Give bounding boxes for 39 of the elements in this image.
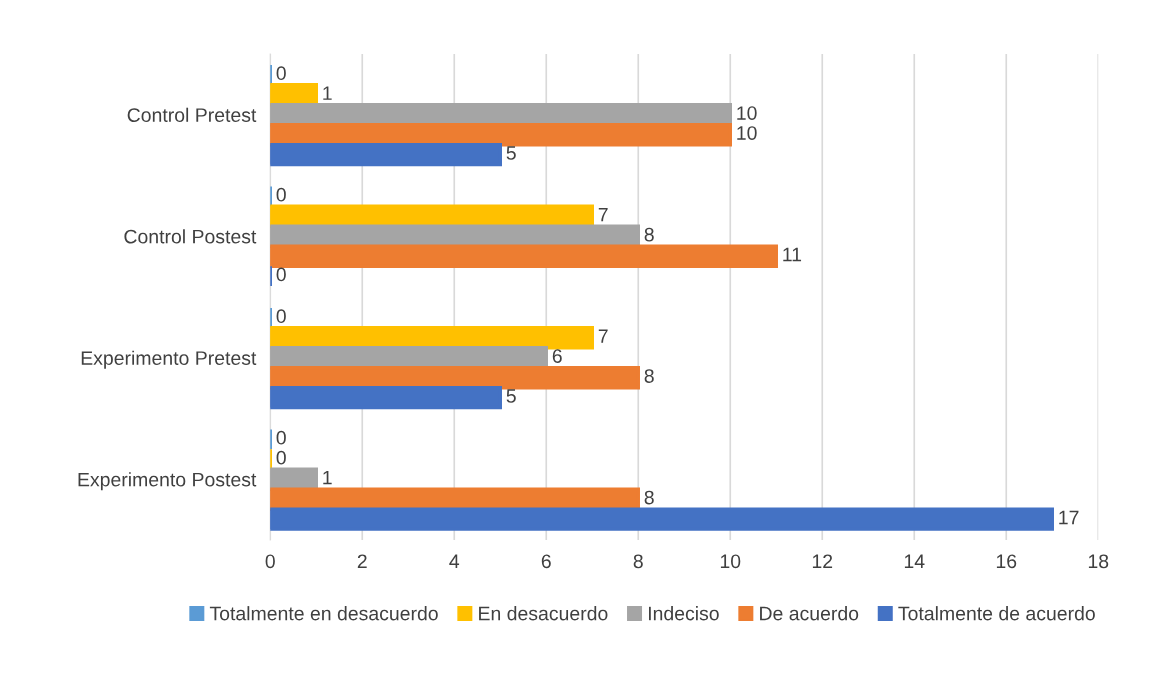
legend-label: Totalmente de acuerdo: [898, 606, 1095, 621]
data-label: 0: [276, 66, 286, 81]
data-label: 5: [506, 389, 516, 403]
x-tick-label: 10: [720, 554, 741, 569]
data-label: 0: [276, 450, 286, 465]
data-label: 0: [276, 267, 286, 282]
y-tick-label: Experimento Pretest: [81, 350, 257, 369]
data-label: 17: [1059, 510, 1079, 525]
data-label: 1: [323, 470, 332, 485]
data-label: 7: [598, 329, 608, 343]
data-label: 0: [276, 309, 286, 324]
data-label: 7: [598, 207, 608, 222]
y-tick-label: Control Postest: [124, 229, 257, 244]
x-tick-label: 2: [357, 554, 367, 568]
x-tick-label: 6: [541, 554, 551, 569]
data-label: 6: [552, 349, 562, 363]
legend-label: Indeciso: [648, 606, 719, 621]
data-label: 10: [737, 106, 757, 120]
legend-label: En desacuerdo: [479, 606, 608, 621]
data-label: 10: [737, 126, 757, 140]
data-label: 11: [783, 247, 802, 262]
data-label: 8: [644, 227, 654, 242]
data-label: 0: [276, 430, 286, 445]
x-tick-label: 18: [1088, 554, 1109, 569]
x-tick-label: 12: [812, 554, 833, 568]
x-tick-label: 0: [265, 554, 275, 569]
data-label: 8: [644, 490, 654, 505]
legend-label: Totalmente en desacuerdo: [209, 606, 438, 621]
x-tick-label: 4: [449, 554, 460, 568]
legend-label: De acuerdo: [760, 606, 859, 621]
y-tick-label: Control Pretest: [127, 107, 257, 122]
x-tick-label: 14: [904, 554, 925, 568]
data-label: 0: [276, 187, 286, 202]
data-label: 8: [644, 369, 654, 383]
y-tick-label: Experimento Postest: [78, 472, 257, 491]
x-tick-label: 8: [633, 554, 643, 569]
x-tick-label: 16: [996, 554, 1017, 569]
data-label: 5: [506, 146, 516, 160]
data-label: 1: [323, 86, 332, 100]
